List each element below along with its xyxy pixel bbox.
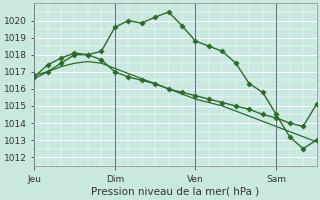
X-axis label: Pression niveau de la mer( hPa ): Pression niveau de la mer( hPa )	[91, 187, 260, 197]
